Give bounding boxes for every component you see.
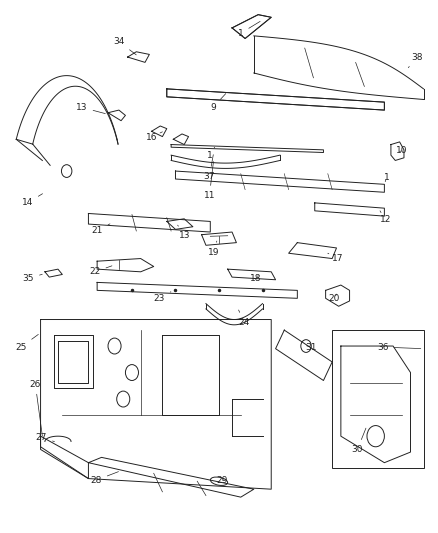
Polygon shape bbox=[97, 259, 154, 272]
Text: 9: 9 bbox=[210, 94, 226, 112]
Polygon shape bbox=[167, 219, 193, 229]
Polygon shape bbox=[88, 457, 254, 497]
Polygon shape bbox=[45, 269, 62, 277]
Text: 31: 31 bbox=[306, 343, 317, 352]
Text: 20: 20 bbox=[328, 294, 340, 303]
Polygon shape bbox=[228, 269, 276, 280]
Text: 1: 1 bbox=[207, 147, 215, 160]
Polygon shape bbox=[167, 89, 385, 110]
Polygon shape bbox=[171, 144, 323, 152]
Polygon shape bbox=[41, 319, 271, 489]
FancyBboxPatch shape bbox=[332, 330, 424, 468]
Text: 18: 18 bbox=[250, 274, 262, 283]
Text: 38: 38 bbox=[408, 53, 423, 68]
Text: 30: 30 bbox=[352, 428, 366, 454]
Polygon shape bbox=[315, 203, 385, 216]
Polygon shape bbox=[391, 142, 404, 160]
Text: 24: 24 bbox=[239, 310, 250, 327]
Text: 17: 17 bbox=[328, 253, 343, 263]
Text: 1: 1 bbox=[384, 173, 389, 182]
Text: 11: 11 bbox=[204, 161, 215, 200]
Text: 16: 16 bbox=[146, 132, 162, 142]
Polygon shape bbox=[276, 330, 332, 381]
Polygon shape bbox=[289, 243, 336, 259]
Text: 10: 10 bbox=[396, 147, 407, 156]
Text: 12: 12 bbox=[380, 211, 391, 224]
Text: 25: 25 bbox=[15, 334, 38, 352]
Text: 1: 1 bbox=[238, 21, 260, 38]
Polygon shape bbox=[232, 14, 271, 38]
Polygon shape bbox=[41, 436, 88, 479]
Polygon shape bbox=[176, 171, 385, 192]
Text: 26: 26 bbox=[30, 379, 42, 436]
Text: 35: 35 bbox=[23, 274, 42, 283]
Polygon shape bbox=[325, 285, 350, 306]
Polygon shape bbox=[88, 214, 210, 232]
Polygon shape bbox=[97, 282, 297, 298]
Text: 13: 13 bbox=[76, 103, 105, 114]
Text: 36: 36 bbox=[377, 343, 421, 352]
Text: 28: 28 bbox=[91, 472, 119, 484]
Text: 21: 21 bbox=[92, 224, 110, 236]
Text: 29: 29 bbox=[217, 475, 228, 484]
Text: 23: 23 bbox=[154, 292, 171, 303]
Text: 37: 37 bbox=[204, 155, 215, 181]
Text: 22: 22 bbox=[89, 266, 112, 276]
Text: 13: 13 bbox=[178, 225, 191, 240]
Polygon shape bbox=[201, 232, 237, 245]
Text: 14: 14 bbox=[22, 193, 42, 207]
Polygon shape bbox=[341, 346, 410, 463]
Text: 34: 34 bbox=[113, 37, 136, 55]
Text: 27: 27 bbox=[36, 433, 54, 442]
Text: 19: 19 bbox=[208, 241, 219, 257]
